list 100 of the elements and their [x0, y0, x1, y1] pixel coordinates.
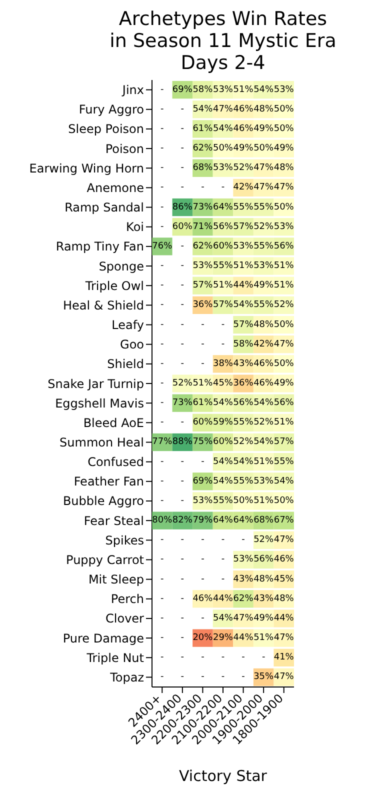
text: - [201, 456, 204, 467]
data-label: 54% [212, 476, 234, 486]
text: - [201, 574, 204, 584]
data-label: 47% [254, 163, 274, 174]
data-label: 49% [254, 124, 274, 134]
data-label: 54% [233, 456, 254, 467]
y-tick-label: Heal & Shield [63, 298, 144, 312]
data-label: 46% [254, 358, 274, 369]
data-label: 46% [233, 124, 254, 134]
text: - [160, 574, 164, 584]
text: - [180, 574, 184, 584]
text: - [180, 594, 184, 604]
text: - [160, 84, 164, 95]
data-label: 62% [233, 594, 254, 604]
text: - [180, 672, 184, 682]
text: - [160, 456, 164, 467]
data-label: 60% [172, 222, 193, 232]
data-label: 47% [274, 535, 294, 546]
data-label: 20% [192, 633, 214, 644]
data-label: 79% [192, 516, 214, 526]
data-label: 71% [192, 222, 214, 232]
data-label: 53% [254, 261, 274, 272]
text: - [221, 339, 225, 350]
data-label: 73% [172, 398, 193, 408]
data-label: 50% [212, 144, 234, 154]
data-label: 61% [192, 124, 214, 134]
data-label: 29% [212, 633, 234, 644]
data-label: 38% [212, 358, 234, 369]
data-label: 42% [233, 182, 254, 193]
data-label: 36% [233, 378, 254, 388]
y-tick-label: Anemone [86, 180, 144, 195]
text: - [180, 104, 184, 114]
y-tick-label: Shield [107, 357, 144, 372]
data-label: 82% [172, 516, 193, 526]
text: - [160, 182, 164, 193]
text: - [262, 652, 266, 663]
text: - [201, 535, 204, 546]
text: - [160, 104, 164, 114]
data-label: 51% [233, 261, 254, 272]
data-label: 59% [212, 418, 234, 428]
y-tick-label: Eggshell Mavis [55, 396, 144, 410]
data-label: 52% [274, 300, 294, 310]
data-label: 54% [254, 398, 274, 408]
data-label: 46% [233, 104, 254, 114]
text: - [160, 672, 164, 682]
text: - [221, 652, 225, 663]
data-label: 75% [192, 437, 214, 448]
data-label: 48% [254, 320, 274, 330]
text: - [160, 280, 164, 291]
data-label: 55% [254, 241, 274, 252]
data-label: 50% [233, 496, 254, 506]
text: - [160, 222, 164, 232]
data-label: 60% [192, 418, 214, 428]
data-label: 48% [254, 104, 274, 114]
text: - [160, 358, 164, 369]
data-label: 53% [192, 261, 214, 272]
y-tick-label: Snake Jar Turnip [48, 376, 144, 391]
data-label: 43% [233, 574, 254, 584]
y-tick-label: Bleed AoE [83, 416, 144, 430]
data-label: 76% [152, 241, 173, 252]
y-tick-label: Bubble Aggro [62, 494, 144, 508]
text: - [180, 476, 184, 486]
text: - [221, 672, 225, 682]
text: - [180, 144, 184, 154]
data-label: 51% [274, 261, 294, 272]
data-label: 51% [274, 418, 294, 428]
text: - [180, 358, 184, 369]
text: - [242, 535, 245, 546]
text: - [160, 163, 164, 174]
data-label: 56% [274, 398, 294, 408]
data-label: 55% [254, 202, 274, 212]
data-label: 51% [192, 378, 214, 388]
y-tick-label: Ramp Sandal [64, 200, 144, 215]
data-label: 51% [212, 280, 234, 291]
data-label: 64% [233, 516, 254, 526]
data-label: 43% [233, 358, 254, 369]
text: - [221, 574, 225, 584]
text: - [180, 320, 184, 330]
data-label: 52% [254, 418, 274, 428]
text: - [201, 613, 204, 624]
y-tick-label: Ramp Tiny Fan [56, 240, 144, 254]
data-label: 62% [192, 241, 214, 252]
data-label: 52% [254, 222, 274, 232]
data-label: 47% [212, 104, 234, 114]
data-label: 52% [233, 437, 254, 448]
text: - [160, 418, 164, 428]
data-label: 51% [274, 280, 294, 291]
chart-title: Archetypes Win Rates in Season 11 Mystic Era Days 2-4 [108, 8, 338, 74]
data-label: 44% [212, 594, 234, 604]
text: - [180, 339, 184, 350]
data-label: 77% [152, 437, 173, 448]
data-label: 53% [233, 554, 254, 565]
text: - [160, 261, 164, 272]
data-label: 53% [274, 222, 294, 232]
data-label: 53% [254, 476, 274, 486]
data-label: 45% [212, 378, 234, 388]
data-label: 47% [274, 182, 294, 193]
text: - [201, 339, 204, 350]
data-label: 44% [233, 633, 254, 644]
data-label: 88% [172, 437, 193, 448]
